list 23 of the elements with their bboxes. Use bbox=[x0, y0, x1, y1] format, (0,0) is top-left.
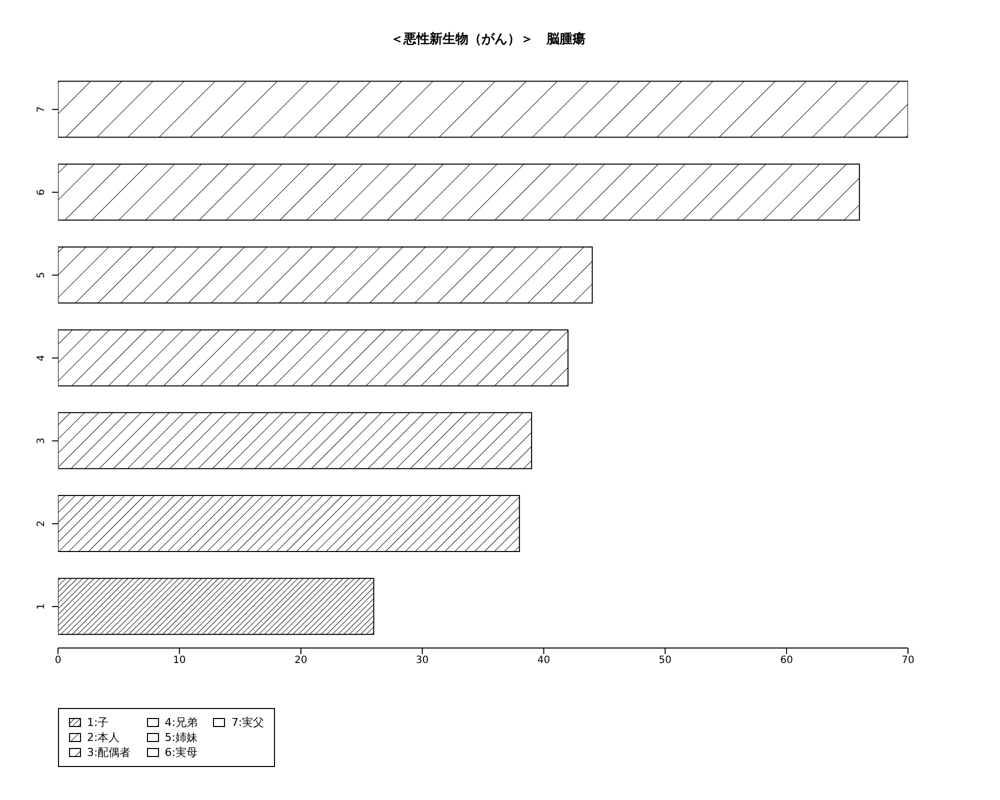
text: 7:実父 bbox=[231, 715, 264, 730]
text: 5:姉妹 bbox=[164, 730, 198, 745]
y-tick-label: 5 bbox=[36, 272, 47, 278]
x-tick-label: 40 bbox=[537, 655, 550, 666]
y-tick-label: 6 bbox=[36, 189, 47, 196]
text: 1:子 bbox=[87, 715, 109, 730]
y-tick-label: 4 bbox=[36, 354, 47, 362]
y-tick-label: 1 bbox=[36, 603, 47, 610]
text: 2:本人 bbox=[87, 730, 120, 745]
y-tick-label: 2 bbox=[36, 520, 47, 527]
text: 4:兄弟 bbox=[164, 715, 198, 730]
y-tick-label: 7 bbox=[36, 106, 47, 113]
x-tick-label: 30 bbox=[416, 655, 429, 666]
x-tick-label: 20 bbox=[294, 655, 308, 666]
text: 6:実母 bbox=[164, 745, 198, 760]
y-tick-label: 3 bbox=[36, 438, 47, 444]
x-tick-label: 50 bbox=[658, 655, 672, 666]
x-tick-label: 70 bbox=[902, 655, 914, 666]
x-tick-label: 0 bbox=[54, 655, 62, 666]
x-tick-label: 60 bbox=[780, 655, 793, 666]
chart-title: ＜悪性新生物（がん）＞ 脳腫瘍 bbox=[390, 30, 586, 48]
text: 3:配偶者 bbox=[87, 745, 131, 760]
x-tick-label: 10 bbox=[173, 655, 186, 666]
